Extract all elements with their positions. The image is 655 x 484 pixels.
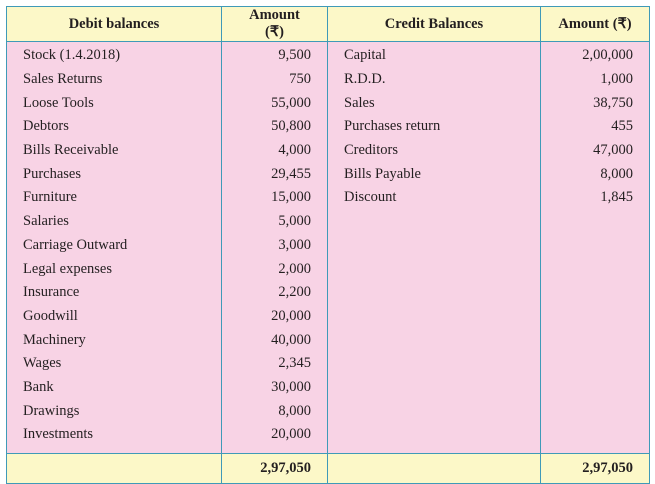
debit-account: Sales Returns — [6, 67, 222, 92]
credit-account — [327, 351, 541, 376]
credit-account: Discount — [327, 186, 541, 210]
debit-amount: 55,000 — [221, 91, 328, 116]
debit-amount: 2,345 — [221, 351, 328, 376]
debit-account: Bills Receivable — [6, 138, 222, 163]
table-row: Wages 2,345 — [6, 351, 650, 376]
debit-account: Drawings — [6, 399, 222, 423]
header-debit-balances: Debit balances — [6, 6, 222, 42]
credit-account: Sales — [327, 91, 541, 116]
debit-account: Carriage Outward — [6, 233, 222, 258]
debit-account: Purchases — [6, 162, 222, 187]
debit-amount: 15,000 — [221, 186, 328, 210]
credit-amount — [540, 233, 650, 258]
credit-amount: 1,845 — [540, 186, 650, 210]
debit-account: Goodwill — [6, 304, 222, 329]
credit-amount — [540, 328, 650, 352]
debit-account: Machinery — [6, 328, 222, 352]
credit-amount: 38,750 — [540, 91, 650, 116]
header-row: Debit balances Amount (₹) Credit Balance… — [6, 6, 650, 42]
credit-account — [327, 423, 541, 454]
credit-amount — [540, 423, 650, 454]
debit-account: Loose Tools — [6, 91, 222, 116]
credit-account — [327, 280, 541, 305]
table-row: Salaries 5,000 — [6, 209, 650, 234]
credit-account — [327, 257, 541, 281]
table-row: Investments 20,000 — [6, 423, 650, 454]
debit-amount: 2,200 — [221, 280, 328, 305]
debit-amount: 3,000 — [221, 233, 328, 258]
table-row: Sales Returns 750 R.D.D. 1,000 — [6, 67, 650, 92]
debit-account: Stock (1.4.2018) — [6, 41, 222, 68]
credit-account: Capital — [327, 41, 541, 68]
debit-account: Bank — [6, 375, 222, 400]
credit-amount — [540, 257, 650, 281]
debit-amount: 40,000 — [221, 328, 328, 352]
table-row: Loose Tools 55,000 Sales 38,750 — [6, 91, 650, 116]
debit-amount: 30,000 — [221, 375, 328, 400]
table-row: Goodwill 20,000 — [6, 304, 650, 329]
table-row: Furniture 15,000 Discount 1,845 — [6, 186, 650, 210]
debit-account: Salaries — [6, 209, 222, 234]
credit-amount: 47,000 — [540, 138, 650, 163]
credit-amount: 8,000 — [540, 162, 650, 187]
table-row: Stock (1.4.2018) 9,500 Capital 2,00,000 — [6, 41, 650, 68]
credit-amount — [540, 304, 650, 329]
debit-amount: 50,800 — [221, 115, 328, 139]
credit-account — [327, 375, 541, 400]
totals-row: 2,97,050 2,97,050 — [6, 452, 650, 484]
debit-account: Furniture — [6, 186, 222, 210]
credit-account — [327, 399, 541, 423]
table-row: Drawings 8,000 — [6, 399, 650, 423]
credit-account — [327, 233, 541, 258]
credit-amount — [540, 351, 650, 376]
debit-account: Wages — [6, 351, 222, 376]
debit-amount: 4,000 — [221, 138, 328, 163]
debit-amount: 750 — [221, 67, 328, 92]
table-row: Purchases 29,455 Bills Payable 8,000 — [6, 162, 650, 187]
credit-amount — [540, 399, 650, 423]
credit-account: R.D.D. — [327, 67, 541, 92]
credit-amount: 1,000 — [540, 67, 650, 92]
debit-account: Investments — [6, 423, 222, 454]
credit-account — [327, 328, 541, 352]
credit-account: Purchases return — [327, 115, 541, 139]
table-row: Insurance 2,200 — [6, 280, 650, 305]
debit-amount: 20,000 — [221, 423, 328, 454]
trial-balance-table: Debit balances Amount (₹) Credit Balance… — [6, 6, 650, 484]
debit-account: Insurance — [6, 280, 222, 305]
credit-amount: 2,00,000 — [540, 41, 650, 68]
credit-amount: 455 — [540, 115, 650, 139]
credit-amount — [540, 280, 650, 305]
debit-amount: 2,000 — [221, 257, 328, 281]
credit-amount — [540, 375, 650, 400]
debit-account: Legal expenses — [6, 257, 222, 281]
credit-account — [327, 304, 541, 329]
credit-total: 2,97,050 — [540, 452, 650, 484]
header-debit-amount: Amount (₹) — [221, 6, 328, 42]
debit-amount: 20,000 — [221, 304, 328, 329]
table-row: Bank 30,000 — [6, 375, 650, 400]
debit-amount: 9,500 — [221, 41, 328, 68]
table-row: Carriage Outward 3,000 — [6, 233, 650, 258]
credit-account: Creditors — [327, 138, 541, 163]
credit-account: Bills Payable — [327, 162, 541, 187]
table-row: Machinery 40,000 — [6, 328, 650, 352]
header-credit-amount: Amount (₹) — [540, 6, 650, 42]
credit-account — [327, 209, 541, 234]
table-row: Debtors 50,800 Purchases return 455 — [6, 115, 650, 139]
debit-amount: 5,000 — [221, 209, 328, 234]
table-row: Legal expenses 2,000 — [6, 257, 650, 281]
table-row: Bills Receivable 4,000 Creditors 47,000 — [6, 138, 650, 163]
debit-amount: 29,455 — [221, 162, 328, 187]
debit-amount: 8,000 — [221, 399, 328, 423]
debit-account: Debtors — [6, 115, 222, 139]
header-credit-balances: Credit Balances — [327, 6, 541, 42]
debit-total: 2,97,050 — [221, 452, 328, 484]
credit-amount — [540, 209, 650, 234]
